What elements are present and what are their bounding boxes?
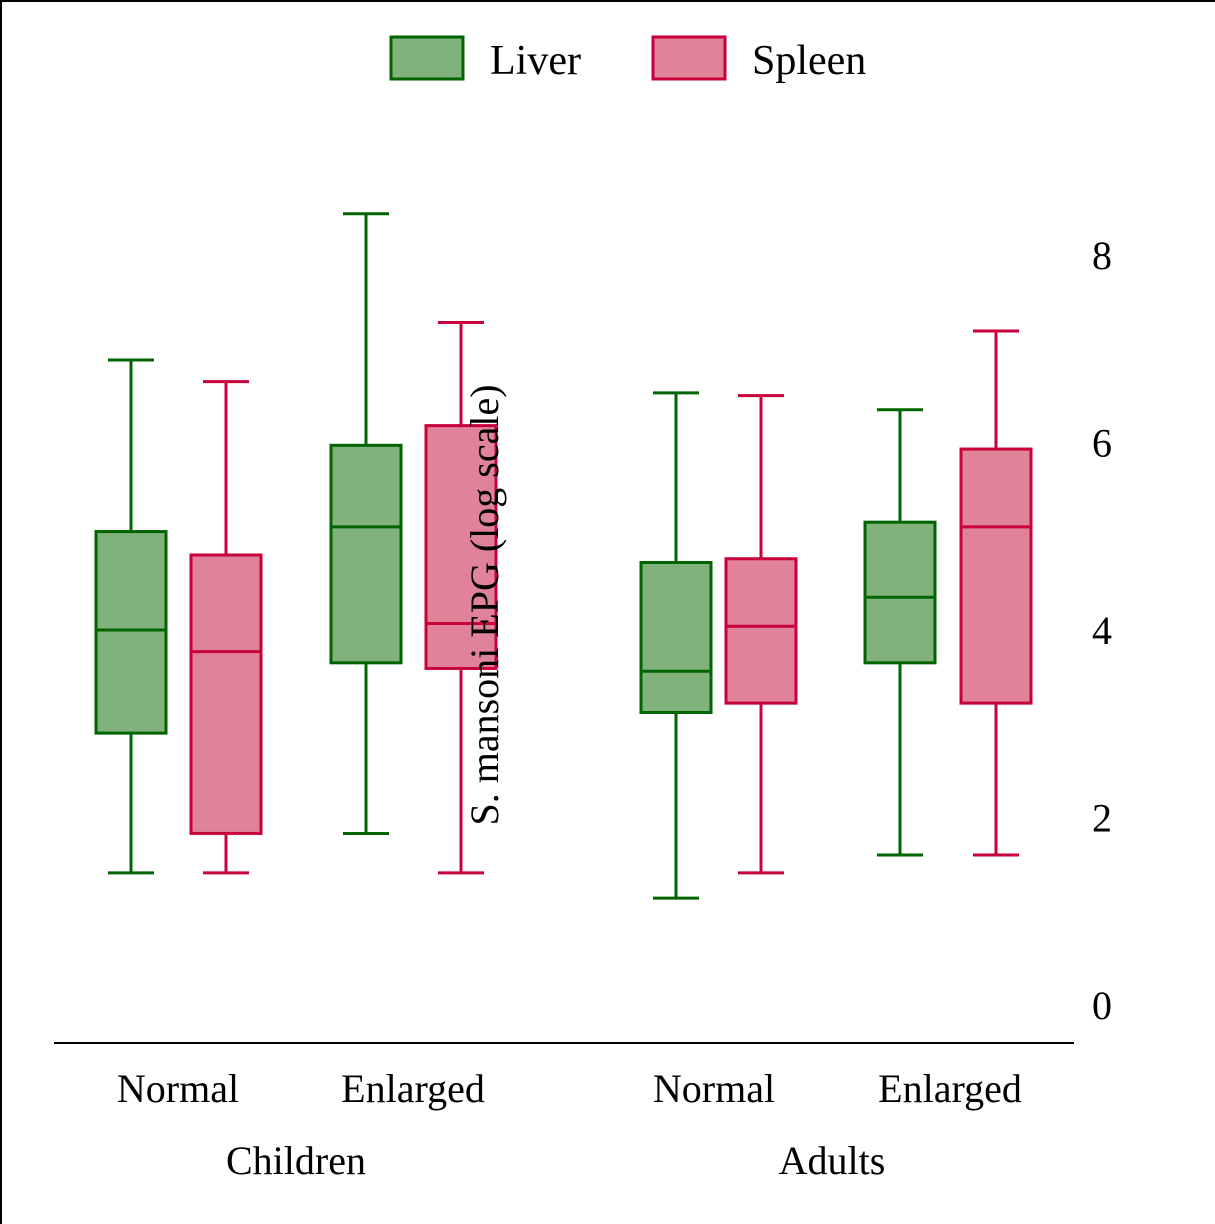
- interquartile-box: [329, 443, 403, 665]
- x-category-label-adults-normal: Normal: [653, 1066, 775, 1111]
- y-tick-label-8: 8: [1092, 233, 1112, 278]
- legend-swatch-liver: [389, 35, 465, 81]
- interquartile-box: [959, 447, 1033, 705]
- interquartile-box: [639, 561, 713, 714]
- legend-label-liver: Liver: [490, 38, 581, 84]
- y-tick-label-4: 4: [1092, 608, 1112, 653]
- interquartile-box: [863, 520, 937, 665]
- interquartile-box: [424, 424, 498, 670]
- box-adults-normal-liver: [639, 391, 713, 900]
- box-adults-enlarged-spleen: [959, 329, 1033, 857]
- box-children-normal-spleen: [189, 380, 263, 875]
- y-axis: 0 2 4 6 8: [1092, 233, 1112, 1028]
- box-adults-normal-spleen: [724, 394, 798, 875]
- legend-swatch-spleen: [651, 35, 727, 81]
- box-adults-enlarged-liver: [863, 408, 937, 857]
- box-children-enlarged-spleen: [424, 321, 498, 875]
- plot-area: [94, 212, 1033, 900]
- interquartile-box: [189, 553, 263, 835]
- x-category-label-children-enlarged: Enlarged: [341, 1066, 485, 1111]
- legend-label-spleen: Spleen: [752, 38, 866, 84]
- y-tick-label-0: 0: [1092, 983, 1112, 1028]
- x-category-label-children-normal: Normal: [117, 1066, 239, 1111]
- interquartile-box: [94, 530, 168, 735]
- box-children-normal-liver: [94, 358, 168, 875]
- legend: Liver Spleen: [389, 35, 866, 84]
- box-children-enlarged-liver: [329, 212, 403, 835]
- y-tick-label-6: 6: [1092, 421, 1112, 466]
- y-axis-label: S. mansoni EPG (log scale): [462, 384, 507, 825]
- interquartile-box: [724, 557, 798, 705]
- y-tick-label-2: 2: [1092, 796, 1112, 841]
- x-category-label-adults-enlarged: Enlarged: [878, 1066, 1022, 1111]
- x-axis: Normal Enlarged Children Normal Enlarged Adul…: [54, 1042, 1074, 1183]
- x-group-label-adults: Adults: [779, 1138, 886, 1183]
- x-group-label-children: Children: [226, 1138, 366, 1183]
